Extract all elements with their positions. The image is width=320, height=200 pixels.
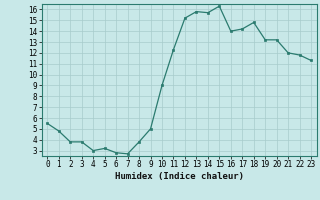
X-axis label: Humidex (Indice chaleur): Humidex (Indice chaleur): [115, 172, 244, 181]
